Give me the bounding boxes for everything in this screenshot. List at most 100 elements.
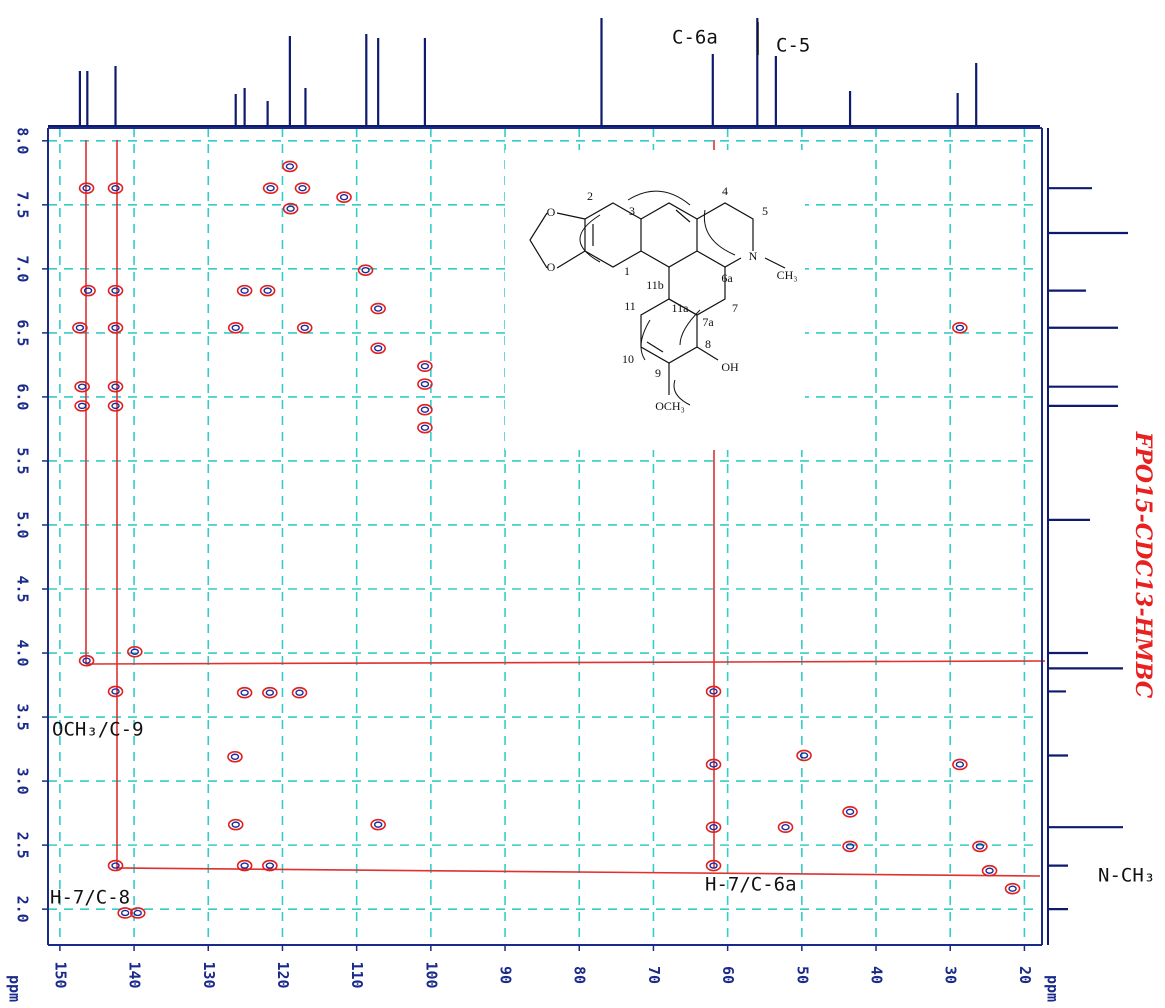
structure-label: OH [721,360,739,374]
contour-core [133,909,142,917]
annotation: H-7/C-6a [705,874,797,896]
cross-peak [952,321,968,334]
contour [262,859,278,872]
contour [262,686,278,699]
cross-peak [107,380,124,393]
contour-core [361,266,370,274]
contour [972,840,988,853]
contour [417,378,433,390]
contour-core [420,406,430,413]
contour-core [111,184,120,192]
structure-label: 4 [722,184,728,198]
cross-peak [74,400,90,412]
contour [236,859,253,872]
cross-peak [262,859,278,872]
guide-line [85,660,1046,665]
contour [80,284,96,297]
contour [417,403,433,416]
cross-peak [294,182,311,194]
cross-peak [705,859,722,872]
contour-core [263,287,272,294]
contour [78,654,95,667]
contour-core [230,753,240,760]
contour [705,685,722,698]
cross-peak [417,421,433,434]
contour [259,284,276,297]
contour [370,302,386,315]
structure-label: 2 [587,189,593,203]
contour-core [285,163,295,170]
cross-peak [705,821,722,833]
contour [107,284,124,297]
cross-peak [370,818,386,831]
axes: 150 140 130 120 110 100 90 80 70 60 50 40 30 208.07.5… [14,127,1034,988]
contour [1004,882,1021,895]
contour-core [845,808,855,816]
contour [981,864,998,877]
cross-peak [705,758,722,771]
y-tick-label: 4.0 [14,639,32,666]
cross-peak [370,302,386,315]
contour-core [339,193,349,201]
structure-label: 5 [762,204,768,218]
cross-peak [107,182,124,194]
contour-core [975,843,985,850]
cross-peak [74,380,90,393]
contour [842,840,858,853]
projections [48,18,1128,945]
contour-core [265,862,275,869]
contour [705,859,722,872]
structure-label: 11b [646,278,664,292]
y-tick-label: 4.5 [14,575,32,602]
contour [117,907,133,919]
contour [705,821,722,833]
contour-core [373,305,383,312]
hmbc-arrow [579,190,736,406]
contour [336,191,352,203]
contour-core [111,862,120,869]
contour-core [420,380,430,388]
contour-core [231,324,240,331]
structure-box [505,150,805,450]
contour-core [420,362,430,370]
contour-core [240,862,249,869]
cross-peak [107,400,124,412]
annotation: OCH₃/C-9 [52,719,144,741]
y-tick-label: 7.5 [14,191,32,218]
cross-peak [1004,882,1021,895]
cross-peak [282,160,298,173]
cross-peak [262,686,278,699]
x-tick-label: 120 [274,961,292,988]
contour-core [781,823,790,831]
contour-core [266,184,275,192]
contour-core [265,689,275,696]
contour-core [709,823,718,831]
cross-peak [78,654,95,667]
structure-label: O [547,205,556,219]
contour [282,160,298,173]
structure-label: 6a [721,271,733,285]
x-tick-label: 80 [571,966,589,984]
x-tick-label: 30 [942,966,960,984]
contour-core [373,345,383,352]
cross-peak [227,750,243,763]
contour-core [420,424,430,431]
contour [74,400,90,412]
contour-core [130,648,140,655]
cross-peak [842,806,858,818]
contour-core [955,761,965,768]
structure-label: 11 [624,299,636,313]
contour [236,686,253,699]
contour [262,182,279,194]
contour-core [77,402,87,410]
contour-core [298,184,307,192]
cross-peak [952,758,968,771]
y-tick-label: 2.5 [14,832,32,859]
y-tick-label: 3.5 [14,704,32,731]
x-tick-label: 20 [1016,966,1034,984]
contour [107,182,124,194]
x-tick-label: 40 [868,966,886,984]
cross-peak [129,907,146,919]
contour [227,818,244,831]
contour-core [373,821,383,828]
